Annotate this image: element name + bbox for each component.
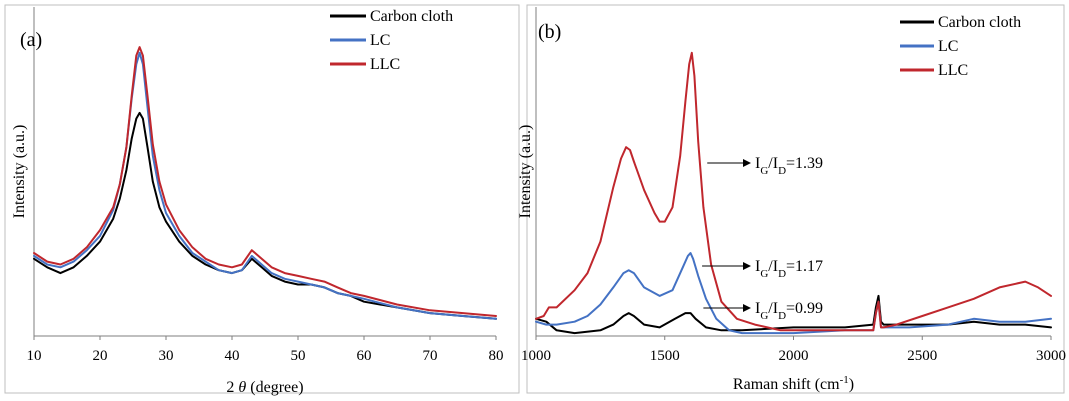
- series-line-llc: [33, 46, 497, 317]
- legend-label: LC: [938, 38, 958, 55]
- legend-label: LLC: [938, 62, 968, 79]
- x-tick-label: 60: [357, 348, 372, 364]
- y-axis-title: Intensity (a.u.): [11, 125, 28, 219]
- y-axis-title: Intensity (a.u.): [517, 125, 534, 219]
- x-tick-label: 20: [93, 348, 108, 364]
- chart-panel-a: 10 20 30 40 50 60 70 80 2 θ (degree) Intensity (a…: [4, 4, 520, 396]
- legend-label: Carbon cloth: [938, 14, 1021, 31]
- panel-frame: [4, 4, 520, 394]
- series-line-llc: [535, 51, 1052, 332]
- x-tick-label: 50: [291, 348, 306, 364]
- panel-label: (b): [538, 21, 561, 43]
- legend-label: Carbon cloth: [370, 8, 453, 25]
- x-tick-label: 70: [423, 348, 438, 364]
- series-line-lc: [33, 51, 497, 320]
- annotation-ig-id-ratio: IG/ID=1.17: [755, 258, 823, 280]
- legend-label: LLC: [370, 56, 400, 73]
- series-line-carbon-cloth: [33, 111, 497, 320]
- series-line-carbon-cloth: [535, 294, 1052, 335]
- chart-panel-b: 1000 1500 2000 2500 3000 Raman shift (cm-1) In…: [517, 4, 1066, 394]
- panel-frame: [526, 4, 1065, 394]
- x-axis-title: Raman shift (cm-1): [733, 374, 854, 393]
- x-tick-label: 1000: [521, 348, 551, 364]
- x-tick-label: 3000: [1036, 348, 1066, 364]
- x-tick-label: 10: [27, 348, 42, 364]
- annotation-ig-id-ratio: IG/ID=1.39: [755, 155, 823, 177]
- x-tick-label: 40: [225, 348, 240, 364]
- legend-label: LC: [370, 32, 390, 49]
- x-tick-label: 1500: [650, 348, 680, 364]
- x-axis-title: 2 θ (degree): [226, 379, 303, 396]
- annotation-ig-id-ratio: IG/ID=0.99: [755, 300, 823, 322]
- panel-label: (a): [20, 29, 42, 51]
- x-tick-label: 2500: [907, 348, 937, 364]
- x-tick-label: 30: [159, 348, 174, 364]
- x-tick-label: 2000: [779, 348, 809, 364]
- x-tick-label: 80: [489, 348, 504, 364]
